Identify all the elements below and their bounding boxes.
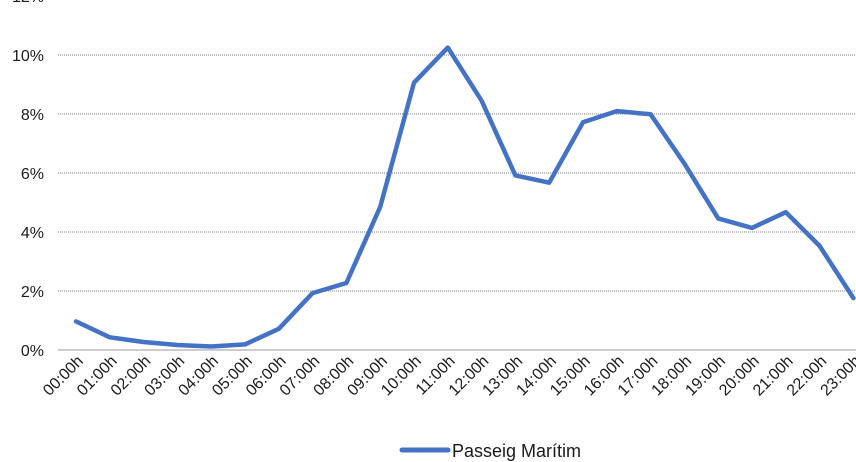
y-tick-label: 0% bbox=[21, 343, 44, 360]
y-tick-label: 8% bbox=[21, 107, 44, 124]
y-axis-ticks: 0% 2% 4% 6% 8% 10% 12% bbox=[12, 0, 44, 360]
series-line bbox=[73, 45, 856, 349]
y-tick-label: 2% bbox=[21, 284, 44, 301]
legend: Passeig Marítim bbox=[399, 441, 581, 461]
legend-label: Passeig Marítim bbox=[452, 441, 581, 461]
y-tick-label: 12% bbox=[12, 0, 44, 6]
y-tick-label: 4% bbox=[21, 225, 44, 242]
series-layer bbox=[73, 45, 856, 349]
y-tick-label: 10% bbox=[12, 48, 44, 65]
gridlines bbox=[58, 54, 856, 351]
y-tick-label: 6% bbox=[21, 166, 44, 183]
x-axis-ticks: 00:00h01:00h02:00h03:00h04:00h05:00h06:0… bbox=[40, 353, 856, 400]
